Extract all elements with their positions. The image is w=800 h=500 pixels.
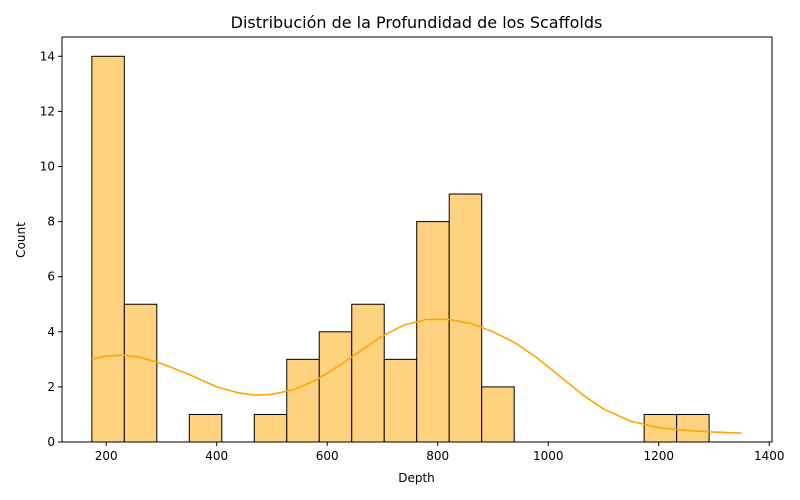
y-tick-label: 4 [47, 325, 55, 339]
kde-group [91, 318, 742, 434]
kde-line [91, 318, 742, 434]
x-axis-label: Depth [398, 471, 435, 485]
histogram-bar [448, 193, 483, 443]
bars-group [91, 55, 710, 443]
histogram-bar [676, 413, 710, 443]
histogram-bar [286, 358, 320, 443]
y-tick-label: 8 [47, 215, 55, 229]
histogram-bar [318, 331, 353, 443]
y-tick-label: 14 [40, 49, 55, 63]
y-axis-label: Count [14, 222, 28, 258]
histogram-bar [188, 413, 223, 443]
histogram-bar [253, 413, 288, 443]
histogram-bar [481, 386, 515, 443]
x-tick-label: 1200 [643, 449, 674, 463]
y-tick-label: 10 [40, 159, 55, 173]
y-axis-ticks: 0 2 4 6 8 10 12 14 [40, 49, 62, 449]
x-axis-ticks: 200 400 600 800 1000 1200 1400 [95, 442, 785, 463]
y-tick-label: 12 [40, 104, 55, 118]
y-tick-label: 0 [47, 435, 55, 449]
histogram-bar [91, 55, 125, 443]
x-tick-label: 800 [426, 449, 449, 463]
histogram-bar [351, 303, 385, 443]
y-tick-label: 2 [47, 380, 55, 394]
plot-frame [61, 36, 773, 443]
histogram-bar [123, 303, 158, 443]
x-tick-label: 200 [95, 449, 118, 463]
x-tick-label: 1400 [754, 449, 785, 463]
x-tick-label: 600 [316, 449, 339, 463]
chart-title: Distribución de la Profundidad de los Sc… [231, 13, 603, 32]
histogram-bar [416, 221, 450, 443]
x-tick-label: 1000 [533, 449, 564, 463]
histogram-bar [383, 358, 418, 443]
y-tick-label: 6 [47, 270, 55, 284]
x-tick-label: 400 [205, 449, 228, 463]
